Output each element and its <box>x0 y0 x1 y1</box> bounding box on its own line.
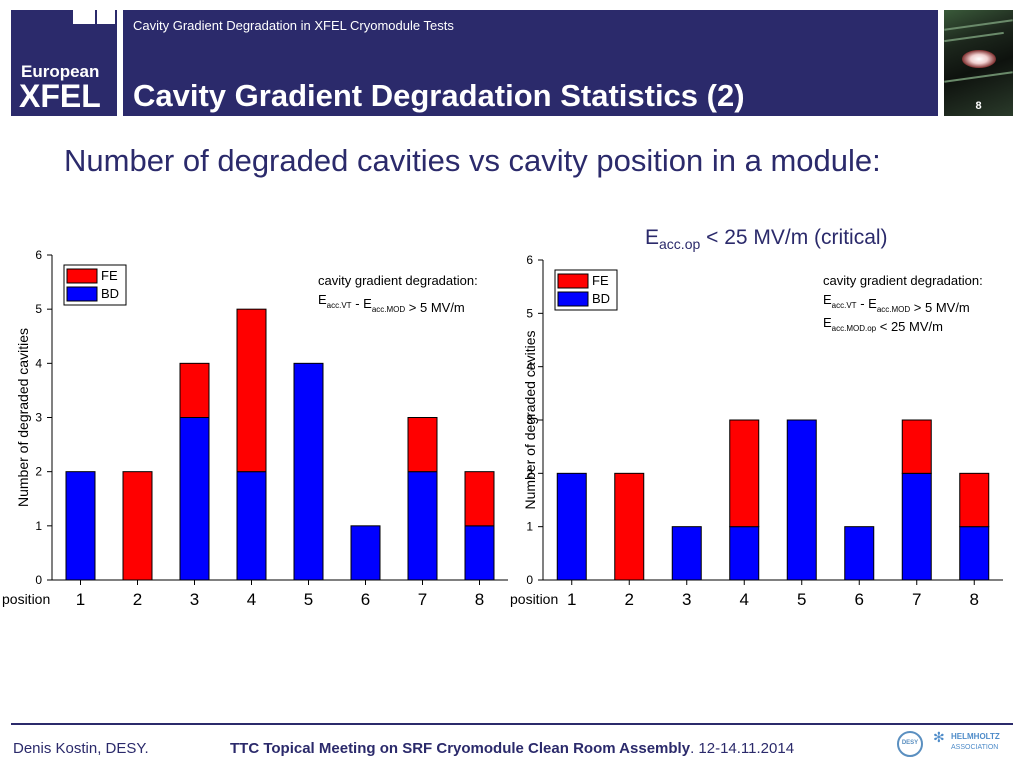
x-tick-label: 3 <box>682 590 691 609</box>
annotation-formula: Eacc.VT - Eacc.MOD > 5 MV/m <box>318 292 465 315</box>
annotation-formula: Eacc.VT - Eacc.MOD > 5 MV/m <box>823 292 970 315</box>
title-bar: Cavity Gradient Degradation in XFEL Cryo… <box>123 10 938 116</box>
bar-bd <box>464 525 495 581</box>
header-photo: 8 <box>944 10 1013 116</box>
x-tick-label: 6 <box>361 590 370 609</box>
y-tick-label: 5 <box>35 302 42 316</box>
y-tick-label: 3 <box>35 411 42 425</box>
x-tick-label: 1 <box>567 590 576 609</box>
x-tick-label: 2 <box>133 590 142 609</box>
bar-fe <box>407 417 438 473</box>
bar-bd <box>786 419 817 581</box>
y-tick-label: 4 <box>526 360 533 374</box>
chart-left: 0 1 2 3 4 5 6 Number of degraded cavities positi… <box>2 248 508 609</box>
photo-light-icon <box>962 50 996 68</box>
x-tick-label: 7 <box>912 590 921 609</box>
y-tick-label: 5 <box>526 306 533 320</box>
bar-bd <box>179 417 210 581</box>
y-tick-label: 3 <box>526 413 533 427</box>
slide-headline: Number of degraded cavities vs cavity po… <box>64 143 881 178</box>
y-tick-label: 6 <box>526 253 533 267</box>
helmholtz-leaf-icon: ✻ <box>933 729 945 745</box>
annotation-title: cavity gradient degradation: <box>318 273 478 288</box>
legend-label-fe: FE <box>101 268 118 283</box>
xfel-logo: European XFEL <box>11 10 117 116</box>
x-tick-label: 8 <box>970 590 979 609</box>
x-tick-label: 5 <box>304 590 313 609</box>
bar-fe <box>122 471 153 581</box>
legend-label-bd: BD <box>592 291 610 306</box>
x-tick-label: 7 <box>418 590 427 609</box>
bar-bd <box>901 472 932 581</box>
bar-bd <box>556 472 587 581</box>
page-number: 8 <box>975 100 982 112</box>
bar-bd <box>959 526 990 581</box>
x-tick-label: 5 <box>797 590 806 609</box>
page-title: Cavity Gradient Degradation Statistics (… <box>133 78 745 113</box>
bar-fe <box>614 472 645 581</box>
chart-right: 0 1 2 3 4 5 6 Number of degraded cavities positi… <box>510 253 1003 609</box>
x-tick-label: 2 <box>625 590 634 609</box>
y-tick-label: 2 <box>526 466 533 480</box>
desy-logo: DESY <box>897 731 923 757</box>
bar-bd <box>65 471 96 581</box>
bar-bd <box>293 362 324 581</box>
x-tick-label: 4 <box>247 590 256 609</box>
y-tick-label: 6 <box>35 248 42 262</box>
y-tick-label: 1 <box>526 520 533 534</box>
logo-text-european: European <box>21 62 100 81</box>
x-tick-label: 8 <box>475 590 484 609</box>
legend-swatch-bd <box>557 291 589 307</box>
footer-author: Denis Kostin, DESY. <box>13 740 149 757</box>
x-tick-label: 6 <box>855 590 864 609</box>
y-tick-label: 1 <box>35 519 42 533</box>
footer-meeting: TTC Topical Meeting on SRF Cryomodule Cl… <box>230 740 795 757</box>
legend-label-fe: FE <box>592 273 609 288</box>
logo-square-2 <box>97 10 115 24</box>
legend-swatch-bd <box>66 286 98 302</box>
x-tick-label: 4 <box>740 590 749 609</box>
footer-divider <box>11 723 1013 725</box>
logo-square-1 <box>73 10 95 24</box>
bar-bd <box>407 471 438 581</box>
bar-fe <box>901 419 932 474</box>
bar-fe <box>179 362 210 419</box>
y-axis-label: Number of degraded cavities <box>522 331 538 510</box>
bar-fe <box>236 308 267 473</box>
y-tick-label: 0 <box>35 573 42 587</box>
y-tick-label: 2 <box>35 465 42 479</box>
bar-bd <box>350 525 381 581</box>
annotation-formula: Eacc.MOD.op < 25 MV/m <box>823 315 943 334</box>
logo-text-xfel: XFEL <box>19 78 101 114</box>
bar-bd <box>671 526 702 581</box>
x-axis-label: position <box>2 591 50 607</box>
legend-swatch-fe <box>66 268 98 284</box>
y-axis-label: Number of degraded cavities <box>15 328 31 507</box>
bar-fe <box>959 472 990 528</box>
x-axis-label: position <box>510 591 558 607</box>
bar-bd <box>729 526 760 581</box>
bar-fe <box>464 471 495 527</box>
y-tick-label: 4 <box>35 356 42 370</box>
header-subtitle: Cavity Gradient Degradation in XFEL Cryo… <box>133 18 454 33</box>
bar-bd <box>844 526 875 581</box>
bar-bd <box>236 471 267 581</box>
legend-label-bd: BD <box>101 286 119 301</box>
bar-fe <box>729 419 760 528</box>
legend-swatch-fe <box>557 273 589 289</box>
annotation-title: cavity gradient degradation: <box>823 273 983 288</box>
x-tick-label: 3 <box>190 590 199 609</box>
right-chart-heading: Eacc.op < 25 MV/m (critical) <box>645 226 888 253</box>
x-tick-label: 1 <box>76 590 85 609</box>
y-tick-label: 0 <box>526 573 533 587</box>
